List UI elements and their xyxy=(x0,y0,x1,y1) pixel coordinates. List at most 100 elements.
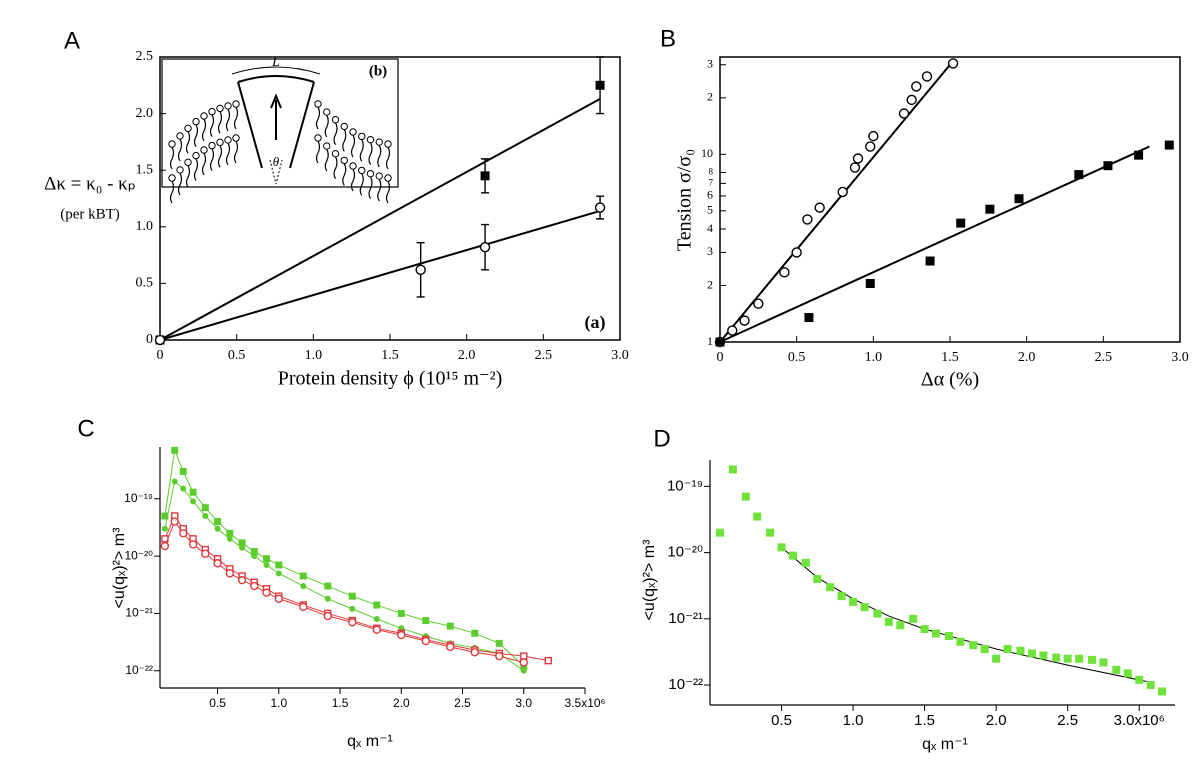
y-tick-label: 8 xyxy=(709,167,714,177)
lipid-tail xyxy=(177,172,183,196)
lipid-head xyxy=(384,140,392,148)
x-tick-label: 2.0 xyxy=(458,348,476,363)
x-tick-label: 2.5 xyxy=(454,696,471,710)
fit-line xyxy=(159,98,601,341)
marker xyxy=(911,81,922,92)
lipid-head xyxy=(168,140,176,148)
marker xyxy=(421,636,430,646)
marker xyxy=(1027,649,1036,658)
lipid-head xyxy=(314,134,322,142)
inset-angle: θ xyxy=(273,154,280,169)
series-line xyxy=(164,520,524,663)
marker xyxy=(372,625,381,634)
lipid-head xyxy=(224,136,232,144)
lipid-tail xyxy=(385,180,391,204)
lipid-head xyxy=(366,169,375,178)
marker xyxy=(801,558,810,567)
y-tick-label: 10 xyxy=(701,146,713,160)
x-tick-label: 0.5 xyxy=(228,348,246,363)
marker xyxy=(446,642,455,652)
y-tick-label: 10⁻²¹ xyxy=(668,610,703,627)
marker xyxy=(788,551,797,560)
x-tick-label: 1.5 xyxy=(914,712,935,729)
marker xyxy=(1014,194,1024,204)
marker xyxy=(275,561,283,569)
y-tick-label: 1.5 xyxy=(136,162,154,177)
marker xyxy=(299,572,307,580)
marker xyxy=(956,218,966,228)
marker xyxy=(920,625,929,634)
y-tick-label: 4 xyxy=(707,221,713,235)
annotation: (a) xyxy=(585,312,606,333)
marker xyxy=(373,615,380,622)
x-axis-label: qₓ m⁻¹ xyxy=(922,736,968,753)
marker xyxy=(214,518,222,526)
lipid-head xyxy=(192,151,200,160)
marker xyxy=(849,597,858,606)
lipid-tail xyxy=(201,118,207,142)
x-axis-label: Δα (%) xyxy=(921,369,979,391)
marker xyxy=(190,498,197,505)
marker xyxy=(201,549,210,558)
y-tick-label: 2.5 xyxy=(136,49,154,64)
marker xyxy=(171,446,179,454)
y-tick-label: 5 xyxy=(707,203,713,217)
y-axis-label: <u(qₓ)²> m³ xyxy=(641,539,658,620)
marker xyxy=(299,602,308,612)
lipid-tail xyxy=(350,134,356,158)
marker xyxy=(969,641,978,650)
lipid-head xyxy=(340,122,348,131)
marker xyxy=(932,629,941,638)
marker xyxy=(849,162,861,173)
marker xyxy=(753,512,762,521)
marker xyxy=(837,186,848,198)
lipid-head xyxy=(176,166,184,174)
marker xyxy=(715,337,725,347)
marker xyxy=(1063,654,1072,663)
lipid-tail xyxy=(185,165,191,188)
marker xyxy=(154,334,166,346)
marker xyxy=(225,569,235,578)
lipid-tail xyxy=(169,146,175,170)
marker xyxy=(1052,653,1061,662)
marker xyxy=(1146,681,1155,690)
marker xyxy=(865,141,876,152)
x-tick-label: 2.5 xyxy=(535,348,553,363)
x-tick-label: 1.5 xyxy=(381,348,399,363)
x-tick-label: 1.0 xyxy=(270,696,287,710)
marker xyxy=(1158,687,1167,696)
lipid-head xyxy=(184,158,192,167)
lipid-tail xyxy=(385,146,391,170)
lipid-tail xyxy=(377,144,382,168)
y-tick-label: 2.0 xyxy=(136,106,154,121)
panel-label: D xyxy=(653,425,670,452)
marker xyxy=(495,639,503,647)
marker xyxy=(519,658,528,667)
marker xyxy=(237,575,247,585)
marker xyxy=(161,525,168,532)
marker xyxy=(348,618,357,627)
lipid-head xyxy=(314,100,322,108)
marker xyxy=(275,570,282,577)
marker xyxy=(422,617,430,625)
fit-line xyxy=(781,546,1151,683)
y-tick-label: 7 xyxy=(709,177,714,187)
marker xyxy=(226,529,234,537)
marker xyxy=(470,648,479,657)
marker xyxy=(160,541,170,551)
marker xyxy=(324,595,331,602)
y-axis-label: <u(qₓ)²> m³ xyxy=(111,527,128,608)
marker xyxy=(868,130,879,142)
marker xyxy=(226,535,233,542)
inset-label: (b) xyxy=(369,63,387,79)
marker xyxy=(813,574,822,583)
wedge-top xyxy=(237,75,315,83)
arrow xyxy=(270,93,282,140)
lipid-head xyxy=(232,100,240,108)
lipid-head xyxy=(200,146,208,154)
marker xyxy=(520,667,527,674)
marker xyxy=(1123,669,1132,678)
x-tick-label: 2.5 xyxy=(1057,712,1078,729)
marker xyxy=(865,278,875,288)
x-tick-label: 1.5 xyxy=(332,696,349,710)
